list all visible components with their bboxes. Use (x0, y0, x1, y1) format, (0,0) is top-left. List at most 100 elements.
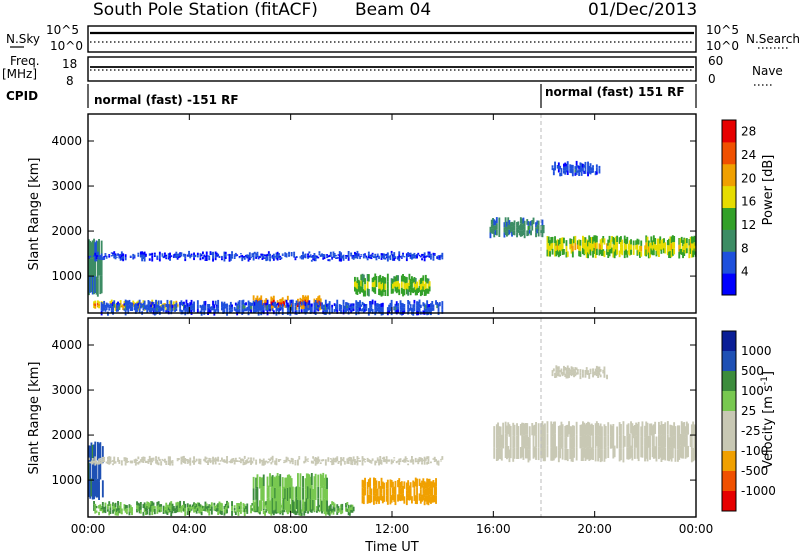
scatter-cell (302, 499, 304, 512)
scatter-cell (620, 424, 622, 437)
scatter-cell (275, 460, 278, 463)
scatter-cell (313, 298, 316, 303)
scatter-cell (203, 305, 206, 311)
scatter-cell (305, 304, 308, 307)
scatter-cell (313, 253, 316, 256)
scatter-cell (598, 165, 601, 169)
scatter-cell (639, 251, 641, 258)
scatter-cell (101, 257, 104, 259)
scatter-cell (378, 306, 380, 310)
scatter-cell (628, 245, 631, 251)
scatter-cell (333, 458, 336, 460)
scatter-cell (571, 367, 574, 370)
scatter-cell (181, 310, 184, 315)
scatter-cell (89, 275, 92, 293)
scatter-cell (646, 422, 649, 436)
scatter-cell (333, 254, 336, 257)
scatter-cell (417, 306, 420, 311)
scatter-cell (146, 501, 149, 506)
scatter-cell (162, 308, 165, 312)
scatter-cell (256, 295, 259, 300)
scatter-cell (392, 461, 394, 463)
scatter-cell (270, 476, 273, 488)
scatter-cell (352, 308, 355, 311)
scatter-cell (176, 458, 179, 460)
scatter-cell (99, 258, 102, 260)
scatter-cell (181, 456, 184, 459)
scatter-cell (385, 256, 388, 259)
scatter-cell (366, 481, 369, 490)
scatter-cell (93, 460, 95, 462)
scatter-cell (579, 165, 582, 169)
scatter-cell (593, 371, 596, 374)
scatter-cell (498, 437, 501, 448)
scatter-cell (190, 299, 193, 305)
scatter-cell (217, 255, 220, 257)
scatter-cell (394, 257, 397, 259)
scatter-cell (384, 460, 387, 463)
scatter-cell (679, 433, 682, 446)
scatter-cell (564, 437, 567, 449)
scatter-cell (269, 253, 271, 257)
scatter-cell (432, 255, 435, 258)
scatter-cell (124, 457, 127, 460)
scatter-cell (413, 277, 416, 283)
scatter-cell (298, 500, 301, 514)
scatter-cell (233, 257, 236, 259)
scatter-cell (570, 169, 573, 174)
scatter-cell (161, 255, 164, 257)
scatter-cell (112, 252, 114, 255)
scatter-cell (88, 458, 90, 461)
scatter-cell (308, 255, 311, 258)
scatter-cell (285, 477, 288, 490)
scatter-cell (393, 276, 396, 283)
scatter-cell (207, 506, 209, 509)
scatter-cell (517, 426, 520, 437)
scatter-cell (626, 236, 629, 244)
scatter-cell (332, 510, 335, 515)
scatter-cell (328, 512, 331, 516)
scatter-cell (416, 255, 418, 257)
scatter-cell (650, 248, 653, 255)
scatter-cell (593, 235, 596, 242)
scatter-cell (549, 240, 551, 246)
scatter-cell (302, 299, 304, 305)
scatter-cell (602, 236, 605, 243)
scatter-cell (156, 301, 159, 305)
scatter-cell (261, 299, 264, 304)
scatter-cell (678, 425, 681, 437)
scatter-cell (397, 460, 399, 462)
scatter-cell (507, 229, 510, 236)
scatter-cell (270, 511, 273, 516)
scatter-cell (409, 252, 412, 255)
scatter-cell (360, 274, 363, 281)
scatter-cell (664, 435, 667, 448)
scatter-cell (403, 282, 406, 289)
scatter-cell (360, 254, 363, 256)
scatter-cell (316, 302, 318, 306)
scatter-cell (660, 240, 663, 245)
scatter-cell (94, 259, 97, 276)
scatter-cell (274, 487, 277, 499)
scatter-cell (307, 460, 309, 462)
scatter-cell (295, 511, 298, 515)
scatter-cell (275, 303, 278, 308)
scatter-cell (288, 486, 290, 500)
scatter-cell (236, 503, 239, 507)
scatter-cell (433, 489, 436, 496)
scatter-cell (284, 254, 287, 257)
scatter-cell (215, 255, 218, 258)
scatter-cell (108, 456, 111, 459)
scatter-cell (403, 288, 406, 296)
scatter-cell (378, 463, 380, 466)
scatter-cell (599, 249, 602, 255)
scatter-cell (589, 237, 592, 244)
scatter-cell (155, 304, 157, 310)
scatter-cell (364, 458, 366, 460)
scatter-cell (656, 244, 659, 250)
scatter-cell (395, 301, 398, 306)
scatter-cell (554, 249, 556, 257)
scatter-cell (423, 303, 426, 308)
scatter-cell (432, 258, 435, 261)
scatter-cell (583, 164, 586, 168)
